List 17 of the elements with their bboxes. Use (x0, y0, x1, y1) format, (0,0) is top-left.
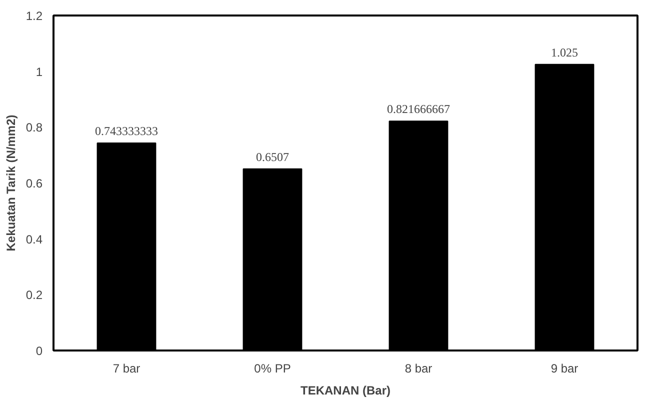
x-tick-label: 0% PP (254, 362, 291, 376)
x-tick-label: 8 bar (404, 362, 432, 376)
x-axis-title: TEKANAN (Bar) (300, 384, 391, 398)
data-label: 1.025 (551, 45, 578, 60)
y-tick-label: 0.8 (26, 120, 43, 135)
y-axis-title: Kekuatan Tarik (N/mm2) (4, 114, 18, 252)
y-tick-label: 0 (36, 344, 43, 358)
y-tick-label: 0.4 (26, 232, 43, 246)
data-label: 0.743333333 (95, 124, 158, 138)
x-tick-label: 9 bar (550, 362, 578, 376)
y-tick-label: 0.2 (26, 288, 43, 302)
y-tick-label: 0.6 (26, 176, 43, 190)
data-label: 0.6507 (256, 150, 289, 164)
y-tick-label: 1 (36, 64, 43, 79)
x-tick-label: 7 bar (112, 362, 140, 376)
y-tick-label: 1.2 (26, 9, 43, 23)
data-label: 0.821666667 (387, 102, 450, 116)
